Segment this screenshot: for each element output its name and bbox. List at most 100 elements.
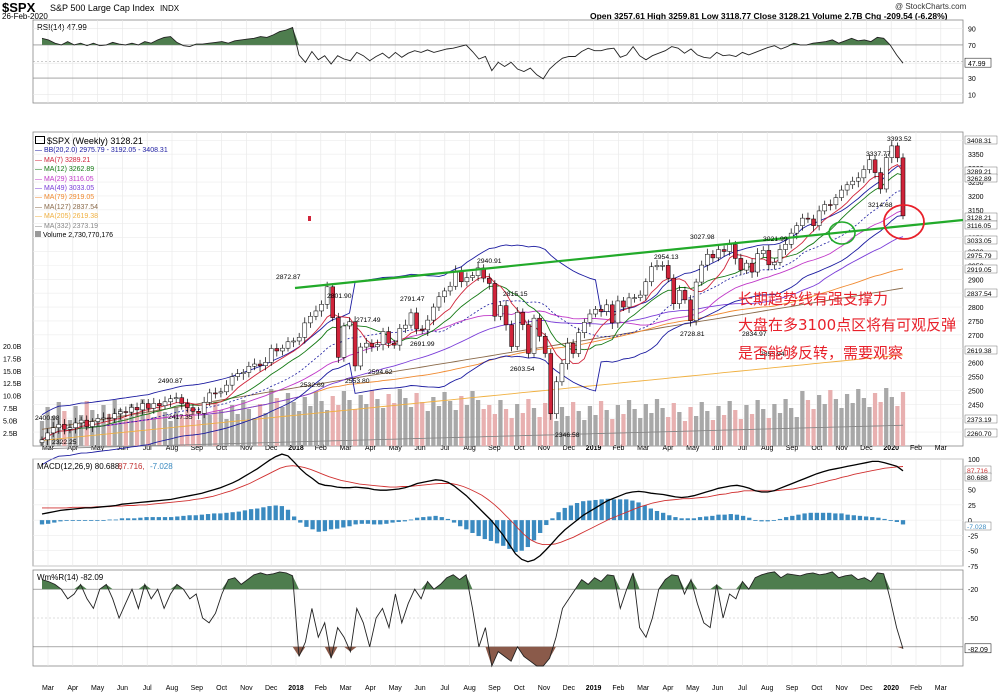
candle-body	[419, 328, 425, 331]
macd-hist-bar	[371, 520, 377, 525]
macd-hist-bar	[353, 520, 358, 525]
volume-bar	[626, 400, 632, 446]
volume-bar	[229, 405, 235, 446]
candle-body	[576, 332, 581, 354]
candle-body	[241, 372, 246, 375]
candle-body	[744, 262, 749, 271]
candle-body	[436, 296, 442, 308]
candle-body	[145, 403, 151, 409]
candle-body	[850, 180, 855, 186]
support-circle-green	[828, 221, 856, 245]
macd-hist-bar	[593, 499, 598, 521]
macd-hist-bar	[267, 506, 272, 521]
candle-body	[665, 265, 671, 279]
price-tick: 3200	[968, 194, 984, 201]
volume-bar	[520, 413, 525, 446]
candle-body	[218, 391, 224, 394]
volume-bar	[386, 394, 391, 446]
volume-bar	[604, 410, 609, 446]
macd-tick: -75	[968, 564, 978, 571]
volume-bar	[151, 417, 156, 446]
time-label-bottom: Apr	[663, 685, 675, 692]
macd-hist-bar	[839, 513, 844, 521]
candle-body	[833, 197, 839, 206]
candle-body	[559, 363, 565, 383]
wr-right-label: -82.09	[968, 647, 988, 654]
price-tick: 2750	[968, 319, 984, 326]
time-label-bottom: Sep	[786, 685, 799, 692]
time-label-mid: Mar	[340, 445, 353, 452]
macd-hist-bar	[857, 515, 863, 521]
candle-body	[570, 342, 576, 354]
candle-body	[844, 184, 850, 191]
candle-body	[118, 411, 123, 415]
volume-bar	[174, 407, 179, 446]
price-right-box	[964, 288, 998, 298]
macd-hist-bar	[679, 518, 684, 521]
volume-bar	[392, 403, 397, 446]
time-label-mid: Feb	[612, 445, 624, 452]
macd-hist-bar	[722, 514, 727, 521]
candle-body	[106, 417, 112, 420]
volume-bar	[531, 408, 537, 446]
legend-ma127: — MA(127) 2837.54	[35, 203, 99, 211]
volume-bar	[733, 410, 738, 446]
macd-hist-bar	[894, 520, 900, 522]
time-label-mid: Dec	[860, 445, 873, 452]
macd-signal-label: 87.716,	[118, 462, 145, 471]
time-label-mid: Jul	[440, 445, 449, 452]
time-label-bottom: Jul	[143, 685, 152, 692]
volume-bar	[677, 412, 682, 446]
volume-bar	[431, 397, 436, 446]
macd-hist-bar	[814, 512, 820, 521]
volume-bar	[218, 410, 224, 446]
annotation-3: 是否能够反转，需要观察	[738, 344, 904, 362]
candle-body	[900, 157, 906, 217]
macd-hist-bar	[827, 512, 832, 521]
time-label-bottom: Jul	[738, 685, 747, 692]
candle-body	[783, 244, 788, 250]
index-name: S&P 500 Large Cap Index	[50, 3, 155, 13]
macd-hist-bar	[710, 515, 715, 521]
macd-hist-label: -7.028	[150, 462, 173, 471]
price-label: 2603.54	[510, 366, 535, 373]
macd-right-box	[964, 521, 992, 531]
volume-bar	[352, 409, 358, 446]
candle-body	[632, 297, 637, 299]
volume-bar	[224, 419, 229, 446]
time-label-bottom: Oct	[811, 685, 822, 692]
macd-hist-bar	[421, 517, 426, 521]
time-label-bottom: 2018	[288, 685, 304, 692]
rsi-tick: 90	[968, 26, 976, 33]
volume-bar	[263, 413, 268, 446]
volume-bar	[844, 394, 850, 446]
macd-hist-bar	[587, 500, 592, 521]
legend-ma7: — MA(7) 3289.21	[35, 156, 91, 164]
candle-body	[867, 159, 872, 170]
volume-bar	[319, 401, 324, 446]
time-label-mid: Aug	[166, 445, 179, 452]
volume-bar	[308, 406, 313, 446]
macd-title: MACD(12,26,9) 80.688,	[37, 462, 122, 471]
price-right-label: 2837.54	[967, 291, 992, 298]
time-label-mid: 2018	[288, 445, 304, 452]
macd-hist-bar	[76, 520, 82, 521]
price-right-label: 2975.79	[967, 253, 992, 260]
volume-tick: 17.5B	[3, 356, 22, 363]
candle-body	[391, 342, 397, 346]
macd-hist-bar	[64, 520, 69, 521]
time-label-mid: Oct	[514, 445, 525, 452]
price-tick: 3250	[968, 180, 984, 187]
macd-hist-bar	[230, 512, 235, 521]
candle-body	[705, 254, 710, 266]
macd-hist-bar	[537, 520, 543, 533]
volume-bar	[872, 393, 878, 446]
volume-bar	[878, 402, 883, 446]
macd-hist-bar	[89, 520, 94, 521]
time-label-mid: Sep	[786, 445, 799, 452]
price-right-box	[964, 135, 998, 145]
volume-bar	[442, 392, 447, 446]
candle-body	[285, 341, 291, 349]
time-label-bottom: Jun	[712, 685, 723, 692]
candle-body	[464, 277, 470, 283]
